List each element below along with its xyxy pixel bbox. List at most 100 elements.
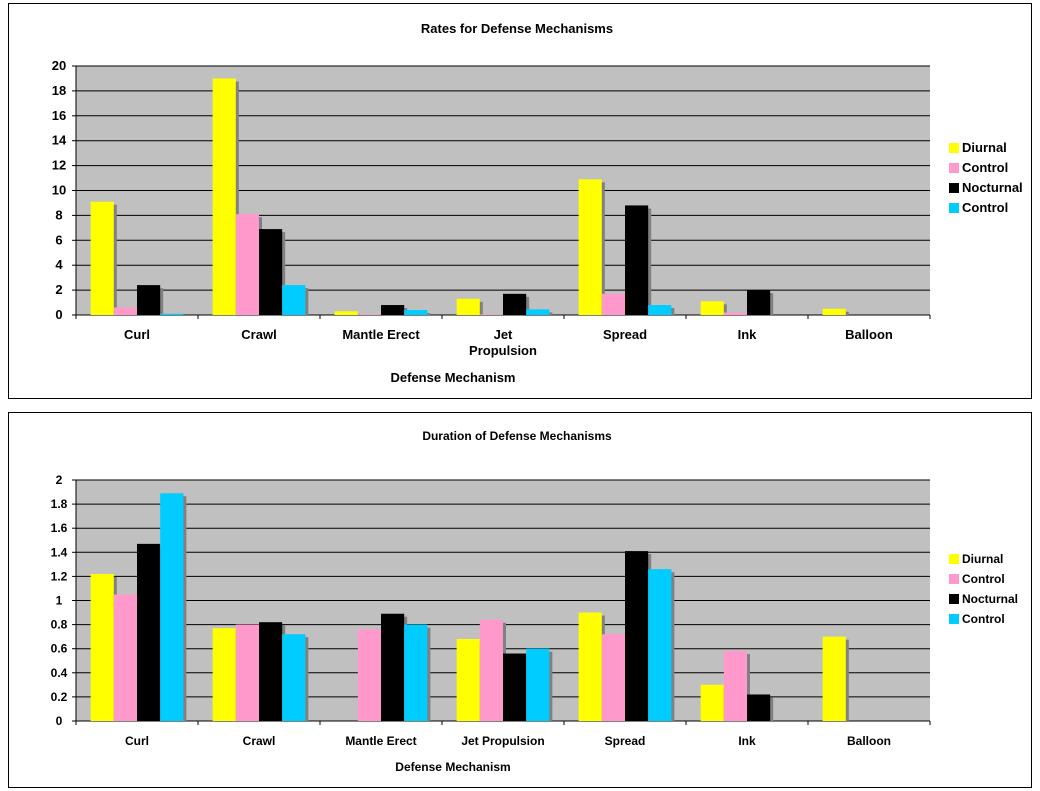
x-tick-label: Jet Propulsion bbox=[461, 734, 544, 748]
y-tick-label: 0.2 bbox=[51, 690, 68, 704]
legend-label: Nocturnal bbox=[962, 180, 1023, 195]
bar bbox=[90, 201, 114, 315]
legend-label: Nocturnal bbox=[962, 592, 1018, 606]
duration-chart-svg: Duration of Defense Mechanisms Defense M… bbox=[51, 429, 1018, 774]
bar bbox=[212, 628, 236, 721]
bar bbox=[259, 229, 283, 315]
legend-swatch bbox=[949, 183, 959, 193]
legend-label: Diurnal bbox=[962, 552, 1003, 566]
bar bbox=[648, 569, 672, 721]
bar bbox=[160, 313, 184, 315]
x-tick-label: Balloon bbox=[845, 327, 893, 342]
legend-swatch bbox=[949, 594, 959, 604]
legend-label: Control bbox=[962, 572, 1005, 586]
x-tick-label: Spread bbox=[603, 327, 647, 342]
x-tick-label: Balloon bbox=[847, 734, 891, 748]
y-tick-label: 2 bbox=[56, 473, 63, 487]
bar bbox=[404, 310, 428, 315]
bar bbox=[578, 179, 602, 315]
bar bbox=[526, 648, 550, 721]
y-tick-label: 14 bbox=[52, 133, 67, 148]
y-tick-label: 0 bbox=[55, 307, 62, 322]
y-tick-label: 1.2 bbox=[51, 569, 68, 583]
bar bbox=[282, 285, 306, 315]
legend-label: Diurnal bbox=[962, 140, 1007, 155]
bar bbox=[601, 634, 625, 721]
y-tick-label: 1.8 bbox=[51, 497, 68, 511]
bar bbox=[747, 290, 771, 315]
legend-swatch bbox=[949, 554, 959, 564]
bar bbox=[625, 551, 649, 721]
y-tick-label: 8 bbox=[55, 207, 62, 222]
bar bbox=[700, 684, 724, 721]
x-tick-label: Curl bbox=[125, 734, 149, 748]
y-tick-label: 6 bbox=[55, 232, 62, 247]
bar bbox=[700, 301, 724, 315]
bar bbox=[235, 214, 259, 315]
x-tick-label: Ink bbox=[738, 734, 756, 748]
x-axis-label: Defense Mechanism bbox=[395, 760, 510, 774]
legend-label: Control bbox=[962, 200, 1008, 215]
bar bbox=[259, 622, 283, 721]
bar bbox=[404, 624, 428, 721]
y-tick-label: 12 bbox=[52, 158, 66, 173]
bar bbox=[822, 308, 846, 315]
bar bbox=[357, 629, 381, 721]
x-tick-label: Crawl bbox=[241, 327, 276, 342]
bar bbox=[160, 493, 184, 721]
x-tick-label: Propulsion bbox=[469, 343, 537, 358]
y-tick-label: 4 bbox=[55, 257, 63, 272]
legend-swatch bbox=[949, 614, 959, 624]
y-tick-label: 0.8 bbox=[51, 618, 68, 632]
x-tick-label: Mantle Erect bbox=[345, 734, 416, 748]
duration-chart: Duration of Defense Mechanisms Defense M… bbox=[8, 412, 1032, 788]
legend-swatch bbox=[949, 203, 959, 213]
legend-label: Control bbox=[962, 160, 1008, 175]
y-tick-label: 1 bbox=[56, 594, 63, 608]
x-axis-label: Defense Mechanism bbox=[391, 370, 516, 385]
chart-title: Rates for Defense Mechanisms bbox=[421, 21, 613, 36]
x-tick-label: Ink bbox=[738, 327, 758, 342]
rates-chart-svg: Rates for Defense Mechanisms Defense Mec… bbox=[52, 21, 1023, 385]
x-tick-label: Jet bbox=[494, 327, 513, 342]
bar bbox=[723, 651, 747, 721]
y-tick-label: 1.6 bbox=[51, 521, 68, 535]
x-tick-label: Spread bbox=[605, 734, 646, 748]
bar bbox=[137, 543, 161, 721]
x-tick-label: Curl bbox=[124, 327, 150, 342]
bar bbox=[137, 285, 161, 315]
y-tick-label: 20 bbox=[52, 58, 66, 73]
y-tick-label: 0.6 bbox=[51, 642, 68, 656]
bar bbox=[456, 298, 480, 315]
bar bbox=[822, 636, 846, 721]
y-tick-label: 0.4 bbox=[51, 666, 68, 680]
y-tick-label: 0 bbox=[56, 714, 63, 728]
bar bbox=[212, 78, 236, 315]
bar bbox=[503, 653, 527, 721]
bar bbox=[381, 613, 405, 721]
y-tick-label: 10 bbox=[52, 183, 66, 198]
y-tick-label: 18 bbox=[52, 83, 66, 98]
bar bbox=[503, 293, 527, 315]
bar bbox=[601, 293, 625, 315]
legend-label: Control bbox=[962, 612, 1005, 626]
bar bbox=[334, 311, 358, 315]
bar bbox=[90, 573, 114, 721]
bar bbox=[357, 314, 381, 315]
y-tick-label: 16 bbox=[52, 108, 66, 123]
rates-chart: Rates for Defense Mechanisms Defense Mec… bbox=[8, 3, 1032, 399]
chart-title: Duration of Defense Mechanisms bbox=[422, 429, 612, 443]
legend-swatch bbox=[949, 163, 959, 173]
y-tick-label: 2 bbox=[55, 282, 62, 297]
bar bbox=[479, 314, 503, 315]
x-tick-label: Mantle Erect bbox=[342, 327, 420, 342]
y-tick-label: 1.4 bbox=[51, 545, 68, 559]
bar bbox=[747, 694, 771, 721]
bar bbox=[526, 309, 550, 315]
bar bbox=[282, 634, 306, 721]
bar bbox=[235, 624, 259, 721]
bar bbox=[578, 612, 602, 721]
legend-swatch bbox=[949, 143, 959, 153]
bar bbox=[456, 639, 480, 721]
legend-swatch bbox=[949, 574, 959, 584]
